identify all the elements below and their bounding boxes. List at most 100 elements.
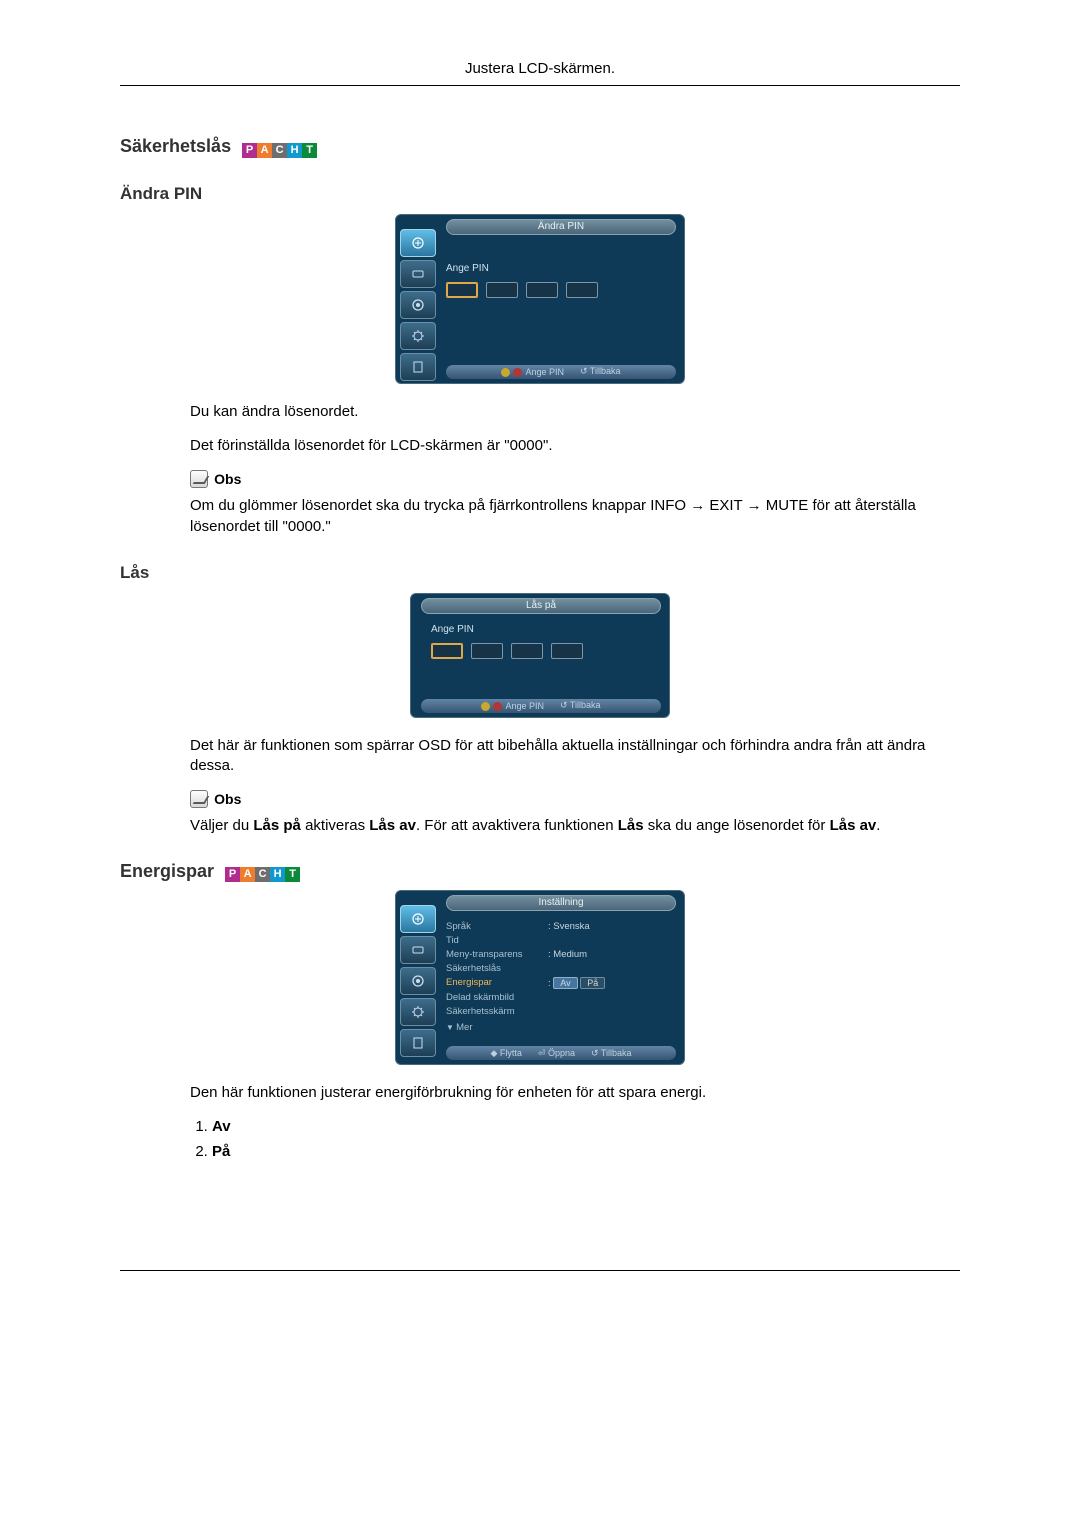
- paragraph: Du kan ändra lösenordet.: [190, 402, 960, 422]
- settings-value: : Av På: [548, 977, 605, 989]
- settings-label: Säkerhetsskärm: [446, 1006, 538, 1017]
- settings-more: Mer: [446, 1022, 674, 1033]
- settings-label: Språk: [446, 921, 538, 932]
- badge-c: C: [255, 867, 270, 882]
- pencil-note-icon: [190, 470, 208, 488]
- settings-row: Säkerhetslås: [446, 961, 674, 975]
- page-header: Justera LCD-skärmen.: [120, 60, 960, 86]
- settings-label: Energispar: [446, 977, 538, 989]
- osd-footer-right: Tillbaka: [590, 366, 621, 376]
- badge-t: T: [285, 867, 300, 882]
- obs-label: Obs: [214, 791, 241, 807]
- title-text: Energispar: [120, 861, 214, 881]
- osd-footer: ◆ Flytta ⏎ Öppna ↺ Tillbaka: [446, 1046, 676, 1060]
- page: Justera LCD-skärmen. Säkerhetslås PACHT …: [0, 0, 1080, 1371]
- pin-box-1: [431, 643, 463, 659]
- osd-main: Ange PIN: [431, 624, 659, 695]
- osd-screenshot-lock: Lås på Ange PIN Ange PIN ↺ Tillbaka: [410, 593, 670, 718]
- osd-screenshot-settings: Inställning Språk: SvenskaTidMeny-transp…: [395, 890, 685, 1065]
- settings-pill: Av: [553, 977, 577, 989]
- settings-label: Meny-transparens: [446, 949, 538, 960]
- osd-footer-left: Ange PIN: [525, 367, 564, 377]
- osd-title: Inställning: [446, 895, 676, 911]
- osd-sidebar-icon-4: [400, 998, 436, 1026]
- osd-sidebar: [400, 905, 436, 1058]
- osd-footer-back: Tillbaka: [601, 1048, 632, 1058]
- paragraph: Om du glömmer lösenordet ska du trycka p…: [190, 496, 960, 537]
- pin-box-3: [526, 282, 558, 298]
- dot-icon: [493, 702, 502, 711]
- pin-box-2: [486, 282, 518, 298]
- badge-a: A: [240, 867, 255, 882]
- pin-box-4: [551, 643, 583, 659]
- osd-sidebar-icon-2: [400, 936, 436, 964]
- pencil-note-icon: [190, 790, 208, 808]
- osd-settings-list: Språk : SvenskaTid Meny-transparens : Mediu…: [446, 919, 674, 1042]
- osd-sidebar-icon-4: [400, 322, 436, 350]
- settings-label: Säkerhetslås: [446, 963, 538, 974]
- osd-pin-boxes: [446, 282, 674, 298]
- osd-sidebar-icon-3: [400, 291, 436, 319]
- badge-t: T: [302, 143, 317, 158]
- osd-pin-boxes: [431, 643, 659, 659]
- body-text-3: Den här funktionen justerar energiförbru…: [190, 1083, 960, 1103]
- osd-sidebar-icon-2: [400, 260, 436, 288]
- subsection-lock: Lås: [120, 563, 960, 583]
- badge-c: C: [272, 143, 287, 158]
- dot-icon: [513, 368, 522, 377]
- option-list: Av På: [212, 1118, 960, 1160]
- settings-value: : Svenska: [548, 921, 590, 932]
- obs-callout: Obs: [190, 470, 960, 488]
- settings-row: Meny-transparens : Medium: [446, 947, 674, 961]
- osd-pin-label: Ange PIN: [446, 263, 674, 274]
- osd-main: Ange PIN: [446, 243, 674, 361]
- settings-pill: På: [580, 977, 605, 989]
- pin-box-4: [566, 282, 598, 298]
- list-item: På: [212, 1143, 960, 1160]
- settings-label: Delad skärmbild: [446, 992, 538, 1003]
- osd-sidebar-icon-3: [400, 967, 436, 995]
- badge-a: A: [257, 143, 272, 158]
- osd-screenshot-change-pin: Ändra PIN Ange PIN Ange PIN ↺ Tillbaka: [395, 214, 685, 384]
- list-item: Av: [212, 1118, 960, 1135]
- section-title-security-lock: Säkerhetslås PACHT: [120, 136, 960, 158]
- osd-footer: Ange PIN ↺ Tillbaka: [446, 365, 676, 379]
- badge-h: H: [270, 867, 285, 882]
- osd-sidebar-icon-1: [400, 905, 436, 933]
- settings-row: Energispar : Av På: [446, 975, 674, 990]
- settings-row: Tid: [446, 933, 674, 947]
- osd-title: Ändra PIN: [446, 219, 676, 235]
- osd-footer: Ange PIN ↺ Tillbaka: [421, 699, 661, 713]
- osd-sidebar-icon-5: [400, 1029, 436, 1057]
- pin-box-2: [471, 643, 503, 659]
- osd-sidebar: [400, 229, 436, 377]
- settings-row: Språk : Svenska: [446, 919, 674, 933]
- paragraph: Det förinställda lösenordet för LCD-skär…: [190, 436, 960, 456]
- obs-callout: Obs: [190, 790, 960, 808]
- obs-label: Obs: [214, 471, 241, 487]
- badge-h: H: [287, 143, 302, 158]
- osd-sidebar-icon-5: [400, 353, 436, 381]
- osd-footer-open: Öppna: [548, 1048, 575, 1058]
- paragraph: Det här är funktionen som spärrar OSD fö…: [190, 736, 960, 777]
- paragraph: Den här funktionen justerar energiförbru…: [190, 1083, 960, 1103]
- osd-sidebar-icon-1: [400, 229, 436, 257]
- pin-box-3: [511, 643, 543, 659]
- osd-pin-label: Ange PIN: [431, 624, 659, 635]
- section-title-energispar: Energispar PACHT: [120, 861, 960, 883]
- dot-icon: [481, 702, 490, 711]
- osd-footer-left: Ange PIN: [505, 701, 544, 711]
- footer-rule: [120, 1270, 960, 1271]
- body-text-1: Du kan ändra lösenordet. Det förinställd…: [190, 402, 960, 537]
- title-text: Säkerhetslås: [120, 136, 231, 156]
- dot-icon: [501, 368, 510, 377]
- settings-value: : Medium: [548, 949, 587, 960]
- pacht-badges: PACHT: [225, 861, 300, 882]
- badge-p: P: [225, 867, 240, 882]
- pacht-badges: PACHT: [242, 137, 317, 158]
- settings-row: Säkerhetsskärm: [446, 1004, 674, 1018]
- badge-p: P: [242, 143, 257, 158]
- osd-title: Lås på: [421, 598, 661, 614]
- body-text-2: Det här är funktionen som spärrar OSD fö…: [190, 736, 960, 837]
- settings-row: Delad skärmbild: [446, 990, 674, 1004]
